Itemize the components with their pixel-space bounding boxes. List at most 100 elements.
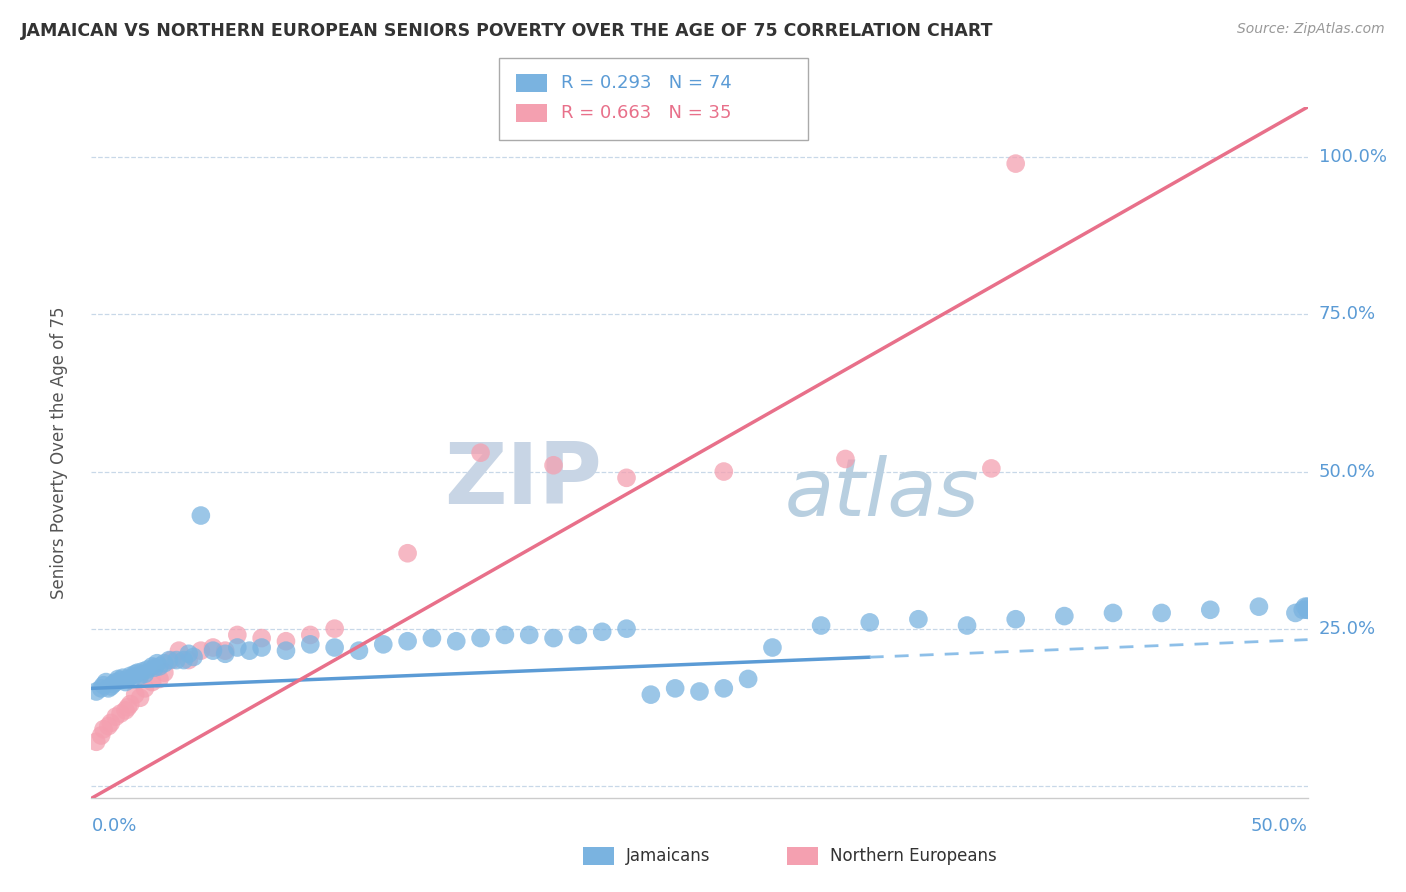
Point — [136, 663, 159, 677]
Text: 75.0%: 75.0% — [1319, 305, 1376, 324]
Point — [907, 612, 929, 626]
Text: Jamaicans: Jamaicans — [626, 847, 710, 865]
Point — [97, 681, 120, 696]
Point — [157, 653, 180, 667]
Point — [640, 688, 662, 702]
Point — [226, 640, 249, 655]
Point — [444, 634, 467, 648]
Point — [129, 690, 152, 705]
Text: 50.0%: 50.0% — [1251, 817, 1308, 835]
Point — [177, 647, 200, 661]
Point — [470, 445, 492, 460]
Point — [190, 643, 212, 657]
Text: Source: ZipAtlas.com: Source: ZipAtlas.com — [1237, 22, 1385, 37]
Point — [104, 709, 127, 723]
Point — [250, 640, 273, 655]
Point — [131, 665, 153, 679]
Point — [567, 628, 589, 642]
Point — [214, 643, 236, 657]
Point — [616, 622, 638, 636]
Point — [104, 675, 127, 690]
Y-axis label: Seniors Poverty Over the Age of 75: Seniors Poverty Over the Age of 75 — [49, 307, 67, 599]
Point — [396, 634, 419, 648]
Point — [761, 640, 783, 655]
Point — [167, 643, 190, 657]
Point — [323, 640, 346, 655]
Point — [103, 677, 125, 691]
Point — [90, 729, 112, 743]
Point — [93, 678, 115, 692]
Point — [129, 669, 152, 683]
Text: 0.0%: 0.0% — [91, 817, 136, 835]
Text: R = 0.293   N = 74: R = 0.293 N = 74 — [561, 74, 731, 92]
Point — [494, 628, 516, 642]
Point — [1150, 606, 1173, 620]
Point — [114, 703, 136, 717]
Point — [134, 667, 156, 681]
Text: 25.0%: 25.0% — [1319, 620, 1376, 638]
Point — [834, 452, 856, 467]
Point — [1004, 156, 1026, 170]
Text: 50.0%: 50.0% — [1319, 463, 1375, 481]
Point — [859, 615, 882, 630]
Point — [100, 715, 122, 730]
Point — [117, 700, 139, 714]
Point — [238, 643, 260, 657]
Point — [97, 719, 120, 733]
Point — [517, 628, 540, 642]
Text: R = 0.663   N = 35: R = 0.663 N = 35 — [561, 104, 731, 122]
Point — [153, 657, 176, 671]
Point — [737, 672, 759, 686]
Point — [111, 671, 134, 685]
Point — [664, 681, 686, 696]
Point — [146, 657, 169, 671]
Point — [93, 723, 115, 737]
Point — [117, 672, 139, 686]
Point — [114, 675, 136, 690]
Point — [1004, 612, 1026, 626]
Point — [713, 681, 735, 696]
Point — [1102, 606, 1125, 620]
Point — [94, 675, 117, 690]
Point — [1296, 603, 1319, 617]
Point — [299, 637, 322, 651]
Point — [1247, 599, 1270, 614]
Point — [110, 706, 132, 721]
Point — [183, 649, 205, 664]
Point — [396, 546, 419, 560]
Point — [202, 643, 225, 657]
Text: ZIP: ZIP — [444, 439, 602, 522]
Point — [173, 653, 195, 667]
Point — [141, 659, 163, 673]
Point — [420, 631, 443, 645]
Text: atlas: atlas — [785, 455, 980, 533]
Point — [160, 653, 183, 667]
Point — [373, 637, 395, 651]
Point — [148, 672, 170, 686]
Point — [166, 653, 188, 667]
Point — [543, 631, 565, 645]
Point — [127, 665, 149, 680]
Point — [107, 672, 129, 686]
Point — [470, 631, 492, 645]
Point — [299, 628, 322, 642]
Point — [543, 458, 565, 473]
Point — [124, 667, 146, 681]
Point — [1296, 599, 1319, 614]
Point — [956, 618, 979, 632]
Point — [120, 669, 142, 683]
Point — [1294, 599, 1316, 614]
Text: 100.0%: 100.0% — [1319, 148, 1386, 166]
Text: JAMAICAN VS NORTHERN EUROPEAN SENIORS POVERTY OVER THE AGE OF 75 CORRELATION CHA: JAMAICAN VS NORTHERN EUROPEAN SENIORS PO… — [21, 22, 994, 40]
Point — [141, 675, 163, 690]
Point — [143, 660, 166, 674]
Point — [110, 673, 132, 688]
Point — [121, 671, 143, 685]
Point — [226, 628, 249, 642]
Point — [810, 618, 832, 632]
Point — [124, 688, 146, 702]
Point — [1284, 606, 1306, 620]
Text: Northern Europeans: Northern Europeans — [830, 847, 997, 865]
Point — [713, 465, 735, 479]
Point — [120, 697, 142, 711]
